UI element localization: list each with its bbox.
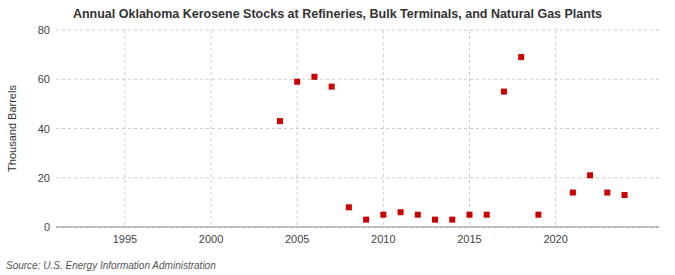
y-tick-label: 60 xyxy=(38,73,50,85)
x-tick-label: 2010 xyxy=(371,233,395,245)
chart-svg: Annual Oklahoma Kerosene Stocks at Refin… xyxy=(0,0,675,275)
point xyxy=(363,217,369,223)
point xyxy=(587,172,593,178)
point xyxy=(518,54,524,60)
x-tick-label: 2015 xyxy=(457,233,481,245)
points xyxy=(277,54,628,223)
x-grid-line xyxy=(124,30,125,227)
point xyxy=(346,204,352,210)
y-grid-line xyxy=(56,227,659,228)
point xyxy=(466,212,472,218)
point xyxy=(570,190,576,196)
y-tick-label: 0 xyxy=(44,221,50,233)
x-grid-line xyxy=(383,30,384,227)
point xyxy=(432,217,438,223)
x-grid-line xyxy=(469,30,470,227)
point xyxy=(294,79,300,85)
y-tick-label: 80 xyxy=(38,24,50,36)
point xyxy=(415,212,421,218)
y-tick-label: 20 xyxy=(38,172,50,184)
point xyxy=(329,84,335,90)
grid xyxy=(56,30,659,227)
point xyxy=(277,118,283,124)
chart-container: Annual Oklahoma Kerosene Stocks at Refin… xyxy=(0,0,675,275)
y-axis-label: Thousand Barrels xyxy=(6,85,18,172)
x-tick-label: 2020 xyxy=(543,233,567,245)
y-grid-line xyxy=(56,177,659,178)
point xyxy=(484,212,490,218)
x-axis-line xyxy=(56,227,659,228)
x-tick-label: 2000 xyxy=(199,233,223,245)
point xyxy=(622,192,628,198)
y-grid-line xyxy=(56,128,659,129)
x-grid-line xyxy=(297,30,298,227)
point xyxy=(535,212,541,218)
y-tick-label: 40 xyxy=(38,123,50,135)
y-grid-line xyxy=(56,79,659,80)
point xyxy=(398,209,404,215)
y-grid-line xyxy=(56,30,659,31)
point xyxy=(449,217,455,223)
point xyxy=(311,74,317,80)
point xyxy=(501,89,507,95)
x-tick-label: 2005 xyxy=(285,233,309,245)
x-grid-line xyxy=(211,30,212,227)
x-grid-line xyxy=(555,30,556,227)
x-tick-label: 1995 xyxy=(113,233,137,245)
point xyxy=(604,190,610,196)
source: Source: U.S. Energy Information Administ… xyxy=(6,260,216,271)
title: Annual Oklahoma Kerosene Stocks at Refin… xyxy=(73,7,602,21)
point xyxy=(380,212,386,218)
